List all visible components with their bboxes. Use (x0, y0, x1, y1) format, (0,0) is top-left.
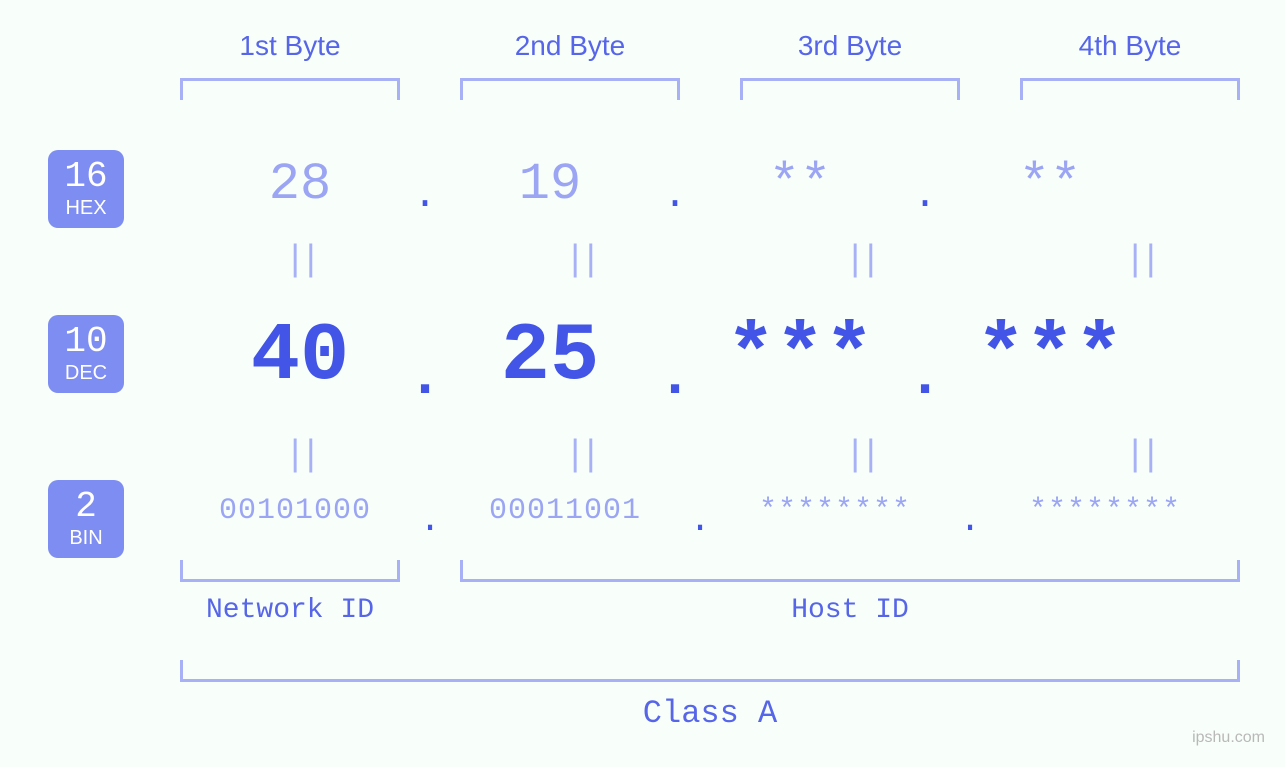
radix-badge-hex: 16 HEX (48, 150, 124, 228)
radix-num-dec: 10 (64, 324, 107, 360)
dec-byte-3: *** (680, 310, 920, 403)
radix-label-hex: HEX (65, 197, 106, 220)
equals-icon: || (180, 240, 420, 281)
equals-icon: || (740, 435, 980, 476)
top-bracket-3 (740, 78, 960, 100)
top-bracket-1 (180, 78, 400, 100)
dot: . (680, 500, 720, 541)
byte-header-1: 1st Byte (180, 30, 400, 62)
hex-byte-3: ** (680, 155, 920, 214)
hex-row: 28 . 19 . ** . ** (180, 155, 1170, 214)
radix-label-bin: BIN (69, 527, 102, 550)
dec-byte-4: *** (930, 310, 1170, 403)
equals-row-2: || || || || (180, 435, 1260, 476)
network-id-bracket (180, 560, 400, 582)
bin-byte-3: ******** (710, 494, 960, 528)
host-id-bracket (460, 560, 1240, 582)
bin-row: 00101000 . 00011001 . ******** . *******… (170, 490, 1230, 531)
radix-num-bin: 2 (75, 489, 97, 525)
byte-header-3: 3rd Byte (740, 30, 960, 62)
dot: . (400, 346, 450, 411)
dec-byte-1: 40 (180, 310, 420, 403)
hex-byte-1: 28 (180, 155, 420, 214)
radix-label-dec: DEC (65, 362, 107, 385)
watermark: ipshu.com (1192, 729, 1265, 747)
bin-byte-4: ******** (980, 494, 1230, 528)
radix-badge-bin: 2 BIN (48, 480, 124, 558)
dot: . (900, 174, 950, 219)
equals-icon: || (1020, 240, 1260, 281)
dec-byte-2: 25 (430, 310, 670, 403)
equals-icon: || (460, 435, 700, 476)
class-label: Class A (180, 695, 1240, 732)
dot: . (950, 500, 990, 541)
dot: . (650, 174, 700, 219)
bin-byte-2: 00011001 (440, 494, 690, 528)
host-id-label: Host ID (460, 595, 1240, 626)
byte-header-4: 4th Byte (1020, 30, 1240, 62)
equals-icon: || (460, 240, 700, 281)
dot: . (400, 174, 450, 219)
dot: . (410, 500, 450, 541)
equals-icon: || (740, 240, 980, 281)
byte-header-2: 2nd Byte (460, 30, 680, 62)
equals-icon: || (1020, 435, 1260, 476)
hex-byte-2: 19 (430, 155, 670, 214)
class-bracket (180, 660, 1240, 682)
bin-byte-1: 00101000 (170, 494, 420, 528)
dec-row: 40 . 25 . *** . *** (180, 310, 1170, 403)
radix-num-hex: 16 (64, 159, 107, 195)
top-bracket-2 (460, 78, 680, 100)
equals-icon: || (180, 435, 420, 476)
dot: . (900, 346, 950, 411)
hex-byte-4: ** (930, 155, 1170, 214)
equals-row-1: || || || || (180, 240, 1260, 281)
dot: . (650, 346, 700, 411)
radix-badge-dec: 10 DEC (48, 315, 124, 393)
network-id-label: Network ID (180, 595, 400, 626)
top-bracket-4 (1020, 78, 1240, 100)
ip-diagram: 1st Byte 2nd Byte 3rd Byte 4th Byte 16 H… (0, 0, 1285, 767)
